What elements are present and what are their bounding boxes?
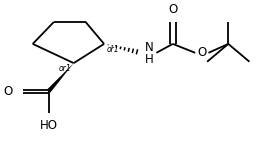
- Text: O: O: [197, 46, 206, 59]
- Text: O: O: [168, 3, 177, 16]
- Text: or1: or1: [106, 45, 119, 54]
- Text: N: N: [145, 41, 154, 54]
- Text: O: O: [4, 85, 13, 98]
- Text: or1: or1: [59, 64, 72, 73]
- Text: H: H: [145, 53, 154, 66]
- Text: HO: HO: [40, 119, 58, 132]
- Polygon shape: [47, 63, 74, 93]
